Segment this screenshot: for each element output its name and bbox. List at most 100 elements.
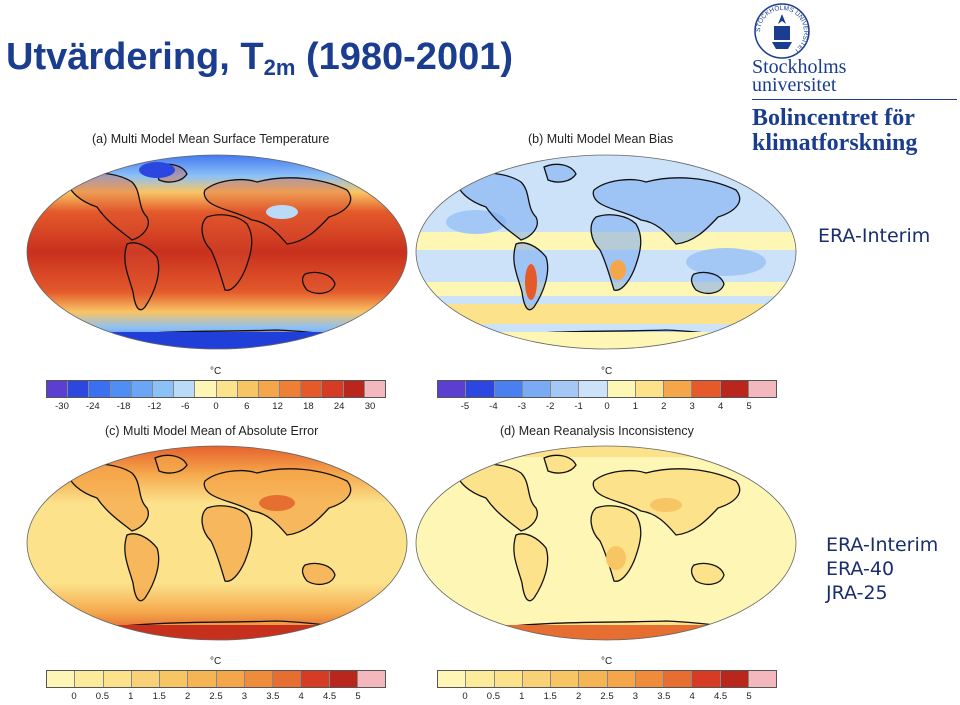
colorbar-swatch xyxy=(152,381,175,397)
colorbar-swatch xyxy=(301,381,323,397)
title-subscript: 2m xyxy=(263,55,296,80)
colorbar-error-c xyxy=(46,670,386,688)
map-d-reanalysis-inconsistency xyxy=(415,445,797,641)
colorbar-tick-label: 2.5 xyxy=(209,691,223,702)
reanalysis-item: ERA-40 xyxy=(826,558,895,580)
colorbar-tick-label: 3 xyxy=(632,691,639,702)
colorbar-swatch xyxy=(89,381,111,397)
colorbar-tick-label: 2 xyxy=(184,691,191,702)
colorbar-swatch xyxy=(301,671,330,687)
colorbar-swatch xyxy=(748,381,776,397)
colorbar-swatch xyxy=(692,381,721,397)
department-name: Bolincentret för klimatforskning xyxy=(752,106,917,156)
colorbar-temperature xyxy=(46,380,386,398)
map-c-absolute-error xyxy=(26,445,408,641)
colorbar-tick-label: 30 xyxy=(364,401,376,412)
panel-c-title: (c) Multi Model Mean of Absolute Error xyxy=(105,424,319,438)
colorbar-swatch xyxy=(357,671,385,687)
department-line1: Bolincentret för xyxy=(752,105,915,131)
colorbar-swatch xyxy=(364,381,385,397)
colorbar-tick-label: -1 xyxy=(574,401,583,412)
colorbar-swatch xyxy=(273,671,302,687)
map-b-mean-bias xyxy=(415,154,797,350)
colorbar-tick-label: 1.5 xyxy=(152,691,166,702)
colorbar-swatch xyxy=(174,381,196,397)
colorbar-swatch xyxy=(131,671,160,687)
colorbar-tick-label: 4 xyxy=(717,401,724,412)
colorbar-tick-label: -30 xyxy=(55,401,69,412)
colorbar-tick-label: 4.5 xyxy=(322,691,337,702)
colorbar-swatch xyxy=(244,671,273,687)
panel-b-title: (b) Multi Model Mean Bias xyxy=(528,132,674,146)
colorbar-swatch xyxy=(522,671,551,687)
department-line2: klimatforskning xyxy=(752,130,918,156)
colorbar-swatch xyxy=(494,671,523,687)
colorbar-tick-label: 1 xyxy=(519,691,525,702)
colorbar-tick-label: 0 xyxy=(462,691,468,702)
colorbar-tick-label: 2 xyxy=(575,691,582,702)
colorbar-swatch xyxy=(343,381,365,397)
colorbar-swatch xyxy=(664,671,693,687)
colorbar-swatch xyxy=(607,671,636,687)
logo-divider xyxy=(752,99,957,100)
colorbar-swatch xyxy=(607,381,636,397)
panel-a-title: (a) Multi Model Mean Surface Temperature xyxy=(92,132,330,146)
colorbar-tick-label: 18 xyxy=(303,401,314,412)
colorbar-tick-label: -6 xyxy=(180,401,190,412)
colorbar-error-c-ticks: 0 0.5 1 1.5 2 2.5 3 3.5 4 4.5 5 xyxy=(46,691,386,705)
colorbar-d-unit: °C xyxy=(601,656,613,667)
colorbar-swatch xyxy=(110,381,132,397)
university-line1: Stockholms xyxy=(752,56,847,78)
colorbar-swatch xyxy=(635,381,664,397)
university-logo: STOCKHOLMS UNIVERSITET Stockholms univer… xyxy=(752,2,957,162)
colorbar-tick-label: 0 xyxy=(604,401,610,412)
colorbar-swatch xyxy=(322,381,344,397)
reanalysis-item: ERA-Interim xyxy=(826,534,939,556)
title-period: (1980-2001) xyxy=(295,36,513,78)
colorbar-tick-label: 5 xyxy=(746,691,752,702)
colorbar-swatch xyxy=(635,671,664,687)
colorbar-swatch xyxy=(664,381,693,397)
panel-d-title: (d) Mean Reanalysis Inconsistency xyxy=(500,424,694,438)
colorbar-swatch xyxy=(579,671,608,687)
colorbar-swatch xyxy=(131,381,153,397)
colorbar-tick-label: 1.5 xyxy=(543,691,557,702)
colorbar-tick-label: -12 xyxy=(147,401,162,412)
colorbar-swatch xyxy=(195,381,217,397)
colorbar-tick-label: -18 xyxy=(116,401,131,412)
colorbar-tick-label: 0.5 xyxy=(95,691,109,702)
colorbar-swatch xyxy=(551,671,580,687)
colorbar-swatch xyxy=(280,381,302,397)
colorbar-tick-label: 4.5 xyxy=(713,691,728,702)
colorbar-swatch xyxy=(216,671,245,687)
colorbar-swatch xyxy=(466,381,495,397)
colorbar-tick-label: 24 xyxy=(333,401,345,412)
colorbar-tick-label: 2 xyxy=(661,401,667,412)
colorbar-swatch xyxy=(258,381,281,397)
colorbar-tick-label: -2 xyxy=(545,401,555,412)
colorbar-tick-label: 5 xyxy=(355,691,361,702)
university-seal-icon: STOCKHOLMS UNIVERSITET xyxy=(754,3,810,59)
colorbar-tick-label: 0 xyxy=(213,401,219,412)
colorbar-tick-label: 3.5 xyxy=(657,691,671,702)
university-name: Stockholms universitet xyxy=(752,56,847,96)
colorbar-tick-label: 0 xyxy=(71,691,77,702)
colorbar-swatch xyxy=(579,381,608,397)
colorbar-tick-label: -3 xyxy=(517,401,527,412)
colorbar-swatch xyxy=(329,671,358,687)
colorbar-swatch xyxy=(438,671,467,687)
colorbar-tick-label: 3 xyxy=(689,401,695,412)
colorbar-swatch xyxy=(720,381,749,397)
university-line2: universitet xyxy=(752,74,837,96)
colorbar-swatch xyxy=(551,381,580,397)
colorbar-tick-label: 4 xyxy=(689,691,695,702)
colorbar-a-unit: °C xyxy=(210,366,222,377)
colorbar-temperature-ticks: -30 -24 -18 -12 -6 0 6 12 18 24 30 xyxy=(46,401,386,415)
colorbar-swatch xyxy=(103,671,132,687)
colorbar-c-unit: °C xyxy=(210,656,222,667)
colorbar-swatch xyxy=(720,671,749,687)
colorbar-b-unit: °C xyxy=(601,366,613,377)
colorbar-swatch xyxy=(75,671,104,687)
colorbar-swatch xyxy=(466,671,495,687)
colorbar-tick-label: 3 xyxy=(241,691,248,702)
